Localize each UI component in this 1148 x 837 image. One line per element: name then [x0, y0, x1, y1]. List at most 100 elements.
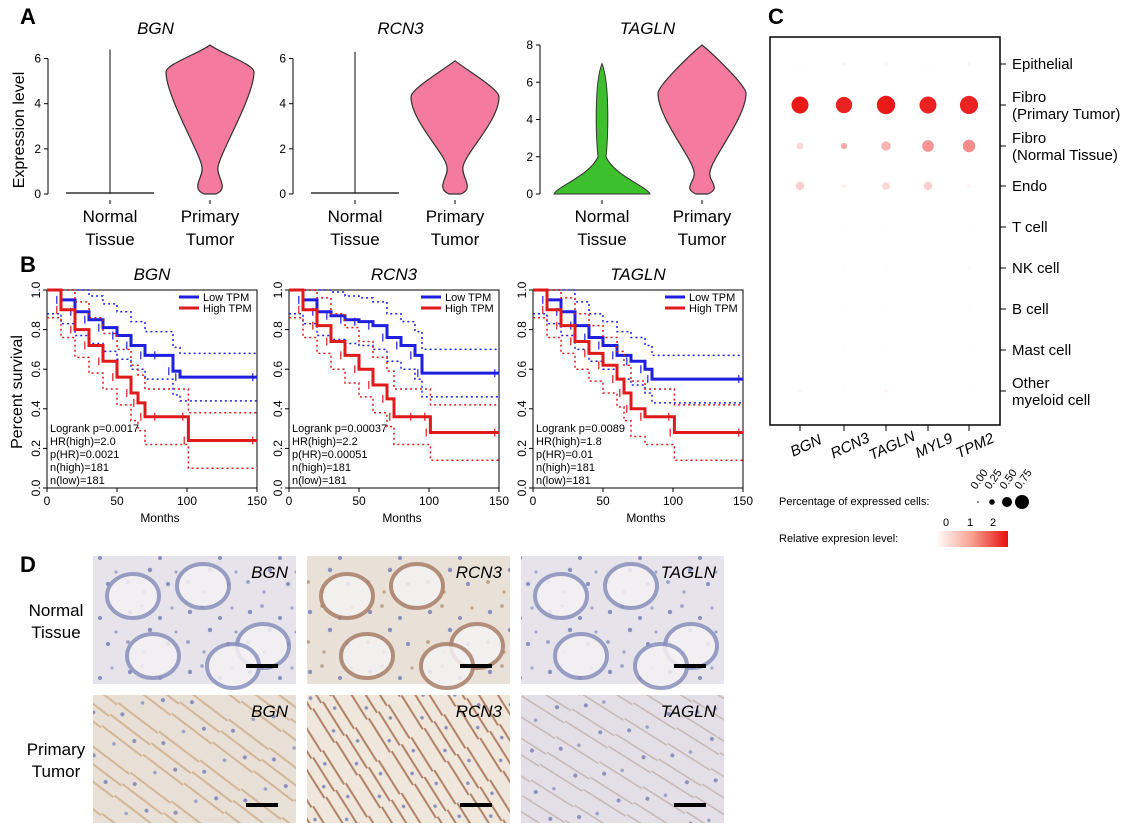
ihc-gene-label: RCN3 — [456, 702, 503, 721]
dot-RCN3-3 — [842, 184, 846, 188]
dot-BGN-4 — [798, 225, 802, 229]
dot-TPM2-3 — [966, 183, 972, 189]
dot-BGN-1 — [791, 96, 809, 114]
violin-y-tick-label: 4 — [34, 97, 41, 111]
violin-group-label: Tumor — [678, 230, 727, 249]
dot-BGN-2 — [796, 142, 804, 150]
km-y-tick-label: 0.0 — [271, 479, 285, 496]
dot-TAGLN-0 — [884, 62, 888, 66]
km-x-tick-label: 50 — [110, 494, 124, 508]
dot-TAGLN-3 — [882, 182, 890, 190]
violin-y-tick-label: 6 — [279, 52, 286, 66]
dot-TPM2-2 — [962, 139, 976, 153]
dotplot-row-label: B cell — [1012, 301, 1049, 318]
km-y-tick-label: 0.2 — [29, 440, 43, 457]
dot-TAGLN-7 — [884, 348, 888, 352]
km-x-tick-label: 150 — [489, 494, 509, 508]
dot-MYL9-7 — [926, 348, 930, 352]
dotplot-row-label: Fibro — [1012, 130, 1046, 147]
km-x-tick-label: 50 — [596, 494, 610, 508]
violin-y-tick-label: 8 — [526, 38, 533, 52]
dotplot-row-label: Other — [1012, 375, 1050, 392]
km-ci-upper-high — [533, 289, 743, 406]
km-y-tick-label: 0.4 — [515, 400, 529, 417]
ihc-image-BGN-1 — [93, 695, 296, 823]
dotplot-row-label: Mast cell — [1012, 342, 1071, 359]
violin-tumor — [410, 60, 500, 195]
dot-BGN-6 — [798, 307, 802, 311]
violin-title-TAGLN: TAGLN — [620, 19, 676, 38]
ihc-gland — [125, 632, 181, 680]
ihc-gland — [175, 562, 231, 610]
dot-RCN3-7 — [842, 348, 846, 352]
violin-title-BGN: BGN — [137, 19, 175, 38]
km-y-tick-label: 0.8 — [271, 321, 285, 338]
km-legend-high: High TPM — [445, 303, 494, 315]
dotplot-col-label: MYL9 — [913, 430, 956, 462]
ihc-row-label: Primary — [27, 740, 86, 759]
ihc-gene-label: TAGLN — [661, 563, 717, 582]
violin-group-label: Tissue — [330, 230, 379, 249]
km-legend-low: Low TPM — [689, 292, 735, 304]
km-x-tick-label: 50 — [352, 494, 366, 508]
panel-b-survival: Percent survival BGN 0 50 100 150 Months 0.0 0.… — [9, 265, 753, 525]
dotplot-row-label: Endo — [1012, 178, 1047, 195]
ihc-gene-label: BGN — [251, 563, 289, 582]
violin-group-label: Normal — [328, 207, 383, 226]
dot-RCN3-0 — [842, 62, 846, 66]
ihc-gland — [339, 632, 395, 680]
km-legend-low: Low TPM — [445, 292, 491, 304]
violin-y-tick-label: 0 — [34, 187, 41, 201]
km-xlabel: Months — [382, 511, 421, 525]
ihc-image-TAGLN-1 — [521, 695, 724, 823]
dot-TAGLN-6 — [884, 307, 888, 311]
km-x-tick-label: 0 — [44, 494, 51, 508]
panel-d-ihc: Normal Tissue BGN RCN3 TAGLN Primary Tumor BGN R… — [27, 556, 724, 823]
dot-RCN3-5 — [842, 266, 846, 270]
violin-group-label: Tumor — [186, 230, 235, 249]
km-ci-upper-low — [47, 289, 257, 355]
km-annotation: p(HR)=0.00051 — [292, 449, 368, 461]
km-y-tick-label: 1.0 — [29, 281, 43, 298]
km-curve-high — [47, 288, 257, 442]
violin-normal — [553, 62, 651, 195]
size-legend-value: 0.75 — [1013, 467, 1035, 491]
dot-MYL9-3 — [923, 181, 933, 191]
km-y-tick-label: 0.4 — [29, 400, 43, 417]
dot-BGN-3 — [795, 181, 805, 191]
km-curve-high — [533, 288, 743, 435]
dot-RCN3-6 — [842, 307, 846, 311]
color-legend-title: Relative expresion level: — [779, 533, 898, 545]
dot-TPM2-6 — [967, 307, 971, 311]
dot-BGN-0 — [798, 62, 802, 66]
ihc-row-label: Normal — [29, 601, 84, 620]
km-ci-lower-low — [289, 313, 499, 398]
dot-RCN3-4 — [842, 225, 846, 229]
km-x-tick-label: 0 — [530, 494, 537, 508]
km-x-tick-label: 150 — [733, 494, 753, 508]
dotplot-row-label: (Primary Tumor) — [1012, 106, 1120, 123]
km-annotation: Logrank p=0.0017 — [50, 423, 139, 435]
size-legend-dot — [1015, 495, 1029, 509]
km-annotation: n(high)=181 — [292, 462, 351, 474]
dot-BGN-7 — [798, 348, 802, 352]
dot-TPM2-4 — [967, 225, 971, 229]
km-annotation: n(high)=181 — [536, 462, 595, 474]
size-legend-dot — [1002, 497, 1012, 507]
km-x-tick-label: 100 — [419, 494, 439, 508]
size-legend-title: Percentage of expressed cells: — [779, 496, 929, 508]
dot-MYL9-2 — [922, 140, 934, 152]
km-title-RCN3: RCN3 — [371, 265, 418, 284]
violin-group-label: Primary — [426, 207, 485, 226]
dotplot-row-label: myeloid cell — [1012, 392, 1090, 409]
color-legend-value: 1 — [967, 517, 973, 529]
km-annotation: n(low)=181 — [292, 475, 347, 487]
km-y-tick-label: 0.0 — [29, 479, 43, 496]
dotplot-frame — [769, 36, 1001, 426]
panel-label-d: D — [20, 552, 36, 577]
km-annotation: p(HR)=0.0021 — [50, 449, 119, 461]
violin-tumor — [657, 44, 747, 195]
dot-MYL9-4 — [926, 225, 930, 229]
color-legend-bar — [936, 531, 1008, 547]
dot-RCN3-2 — [840, 142, 848, 150]
